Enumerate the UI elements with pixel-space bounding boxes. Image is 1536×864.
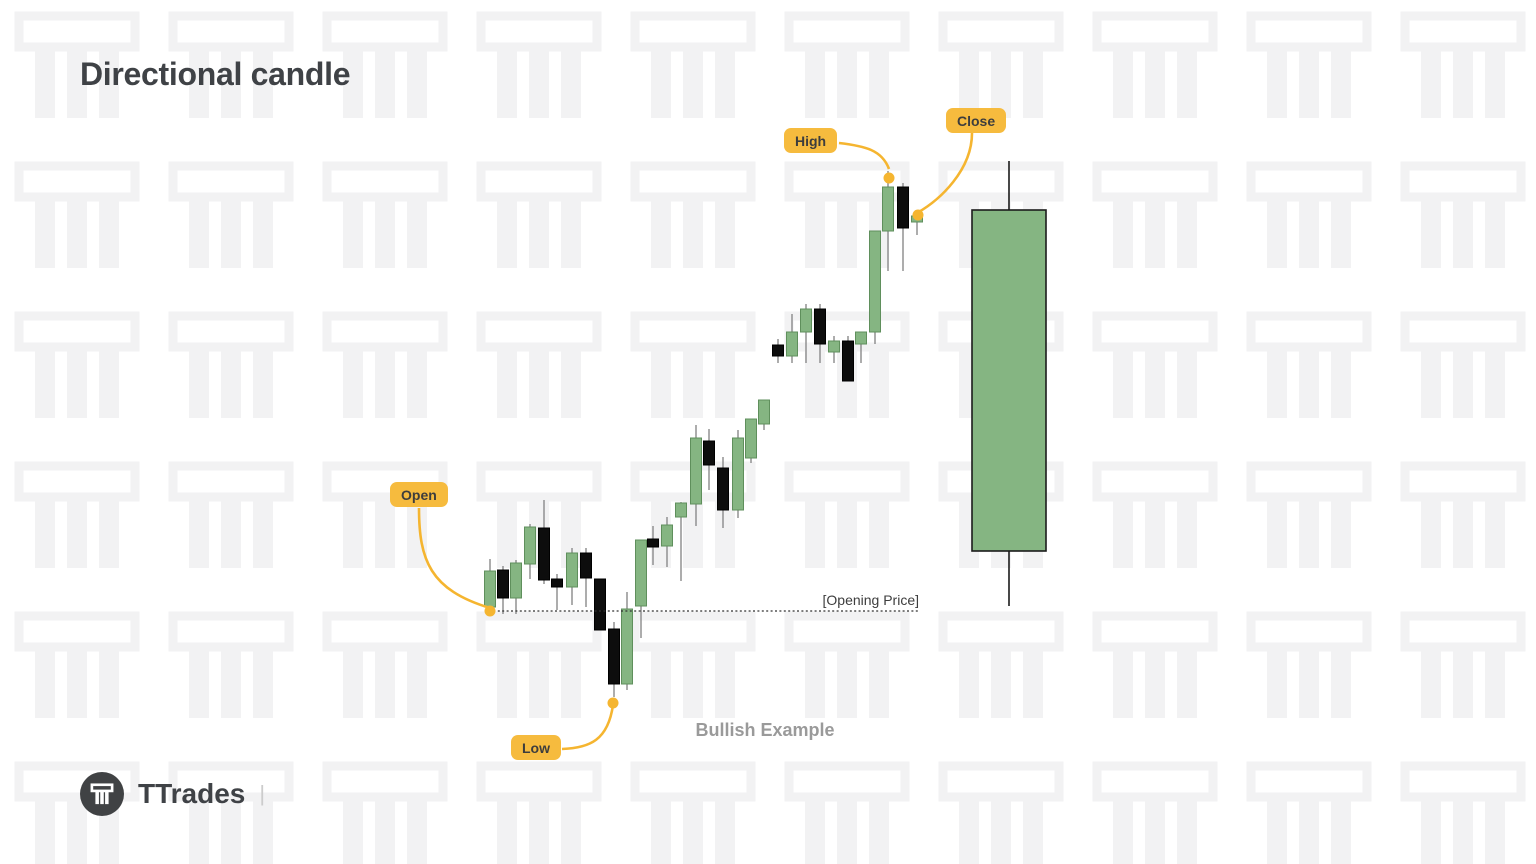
svg-text:[Opening Price]: [Opening Price]: [823, 592, 920, 608]
svg-text:Bullish Example: Bullish Example: [695, 720, 834, 740]
